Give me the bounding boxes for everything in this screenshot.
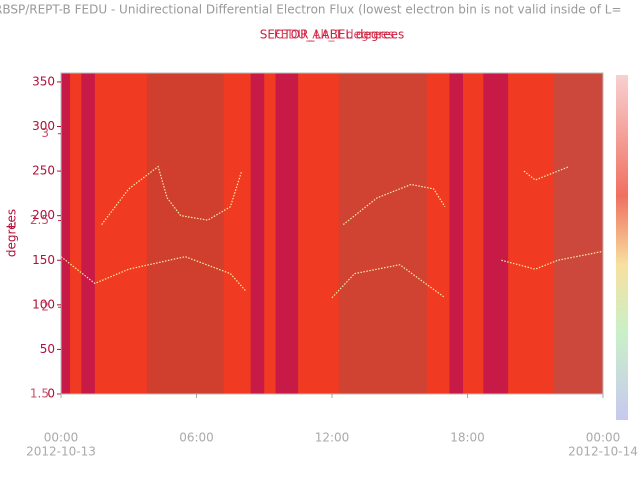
y2-axis-label: L	[5, 221, 19, 228]
stripe	[553, 73, 603, 394]
stripe	[338, 73, 427, 394]
y-tick-label: 0	[47, 387, 55, 401]
stripe	[61, 73, 71, 394]
x-date-label: 2012-10-14	[568, 445, 638, 459]
y2-tick-label: 1.5	[30, 387, 49, 401]
x-tick-label: 06:00	[179, 431, 214, 445]
x-tick-label: 12:00	[315, 431, 350, 445]
stripe	[275, 73, 299, 394]
y-tick-label: 150	[32, 253, 55, 267]
subtitle: SECTOR_LABEL degrees	[260, 28, 404, 42]
stripe	[449, 73, 463, 394]
x-tick-label: 00:00	[44, 431, 79, 445]
plot-background	[61, 73, 603, 394]
x-date-label: 2012-10-13	[26, 445, 96, 459]
y-tick-label: 350	[32, 74, 55, 88]
stripe	[146, 73, 224, 394]
y2-tick-label: 2	[41, 300, 49, 314]
y-tick-label: 50	[40, 342, 55, 356]
stripe	[483, 73, 509, 394]
colorbar	[616, 75, 628, 420]
x-tick-label: 18:00	[450, 431, 485, 445]
stripe	[250, 73, 265, 394]
subtitle: FEDU_Alt_1 degrees	[274, 28, 395, 42]
y-tick-label: 300	[32, 119, 55, 133]
y-tick-label: 100	[32, 297, 55, 311]
x-tick-label: 00:00	[586, 431, 621, 445]
trace	[523, 166, 570, 181]
y-tick-label: 250	[32, 164, 55, 178]
y-tick-label: 200	[32, 208, 55, 222]
trace	[60, 256, 247, 292]
stripe	[81, 73, 95, 394]
trace	[501, 250, 604, 270]
y2-tick-label: 3	[41, 126, 49, 140]
y2-tick-label: 2.5	[30, 213, 49, 227]
y-axis-label: degrees	[5, 209, 19, 257]
chart-title: RBSP/REPT-B FEDU - Unidirectional Differ…	[0, 3, 622, 17]
